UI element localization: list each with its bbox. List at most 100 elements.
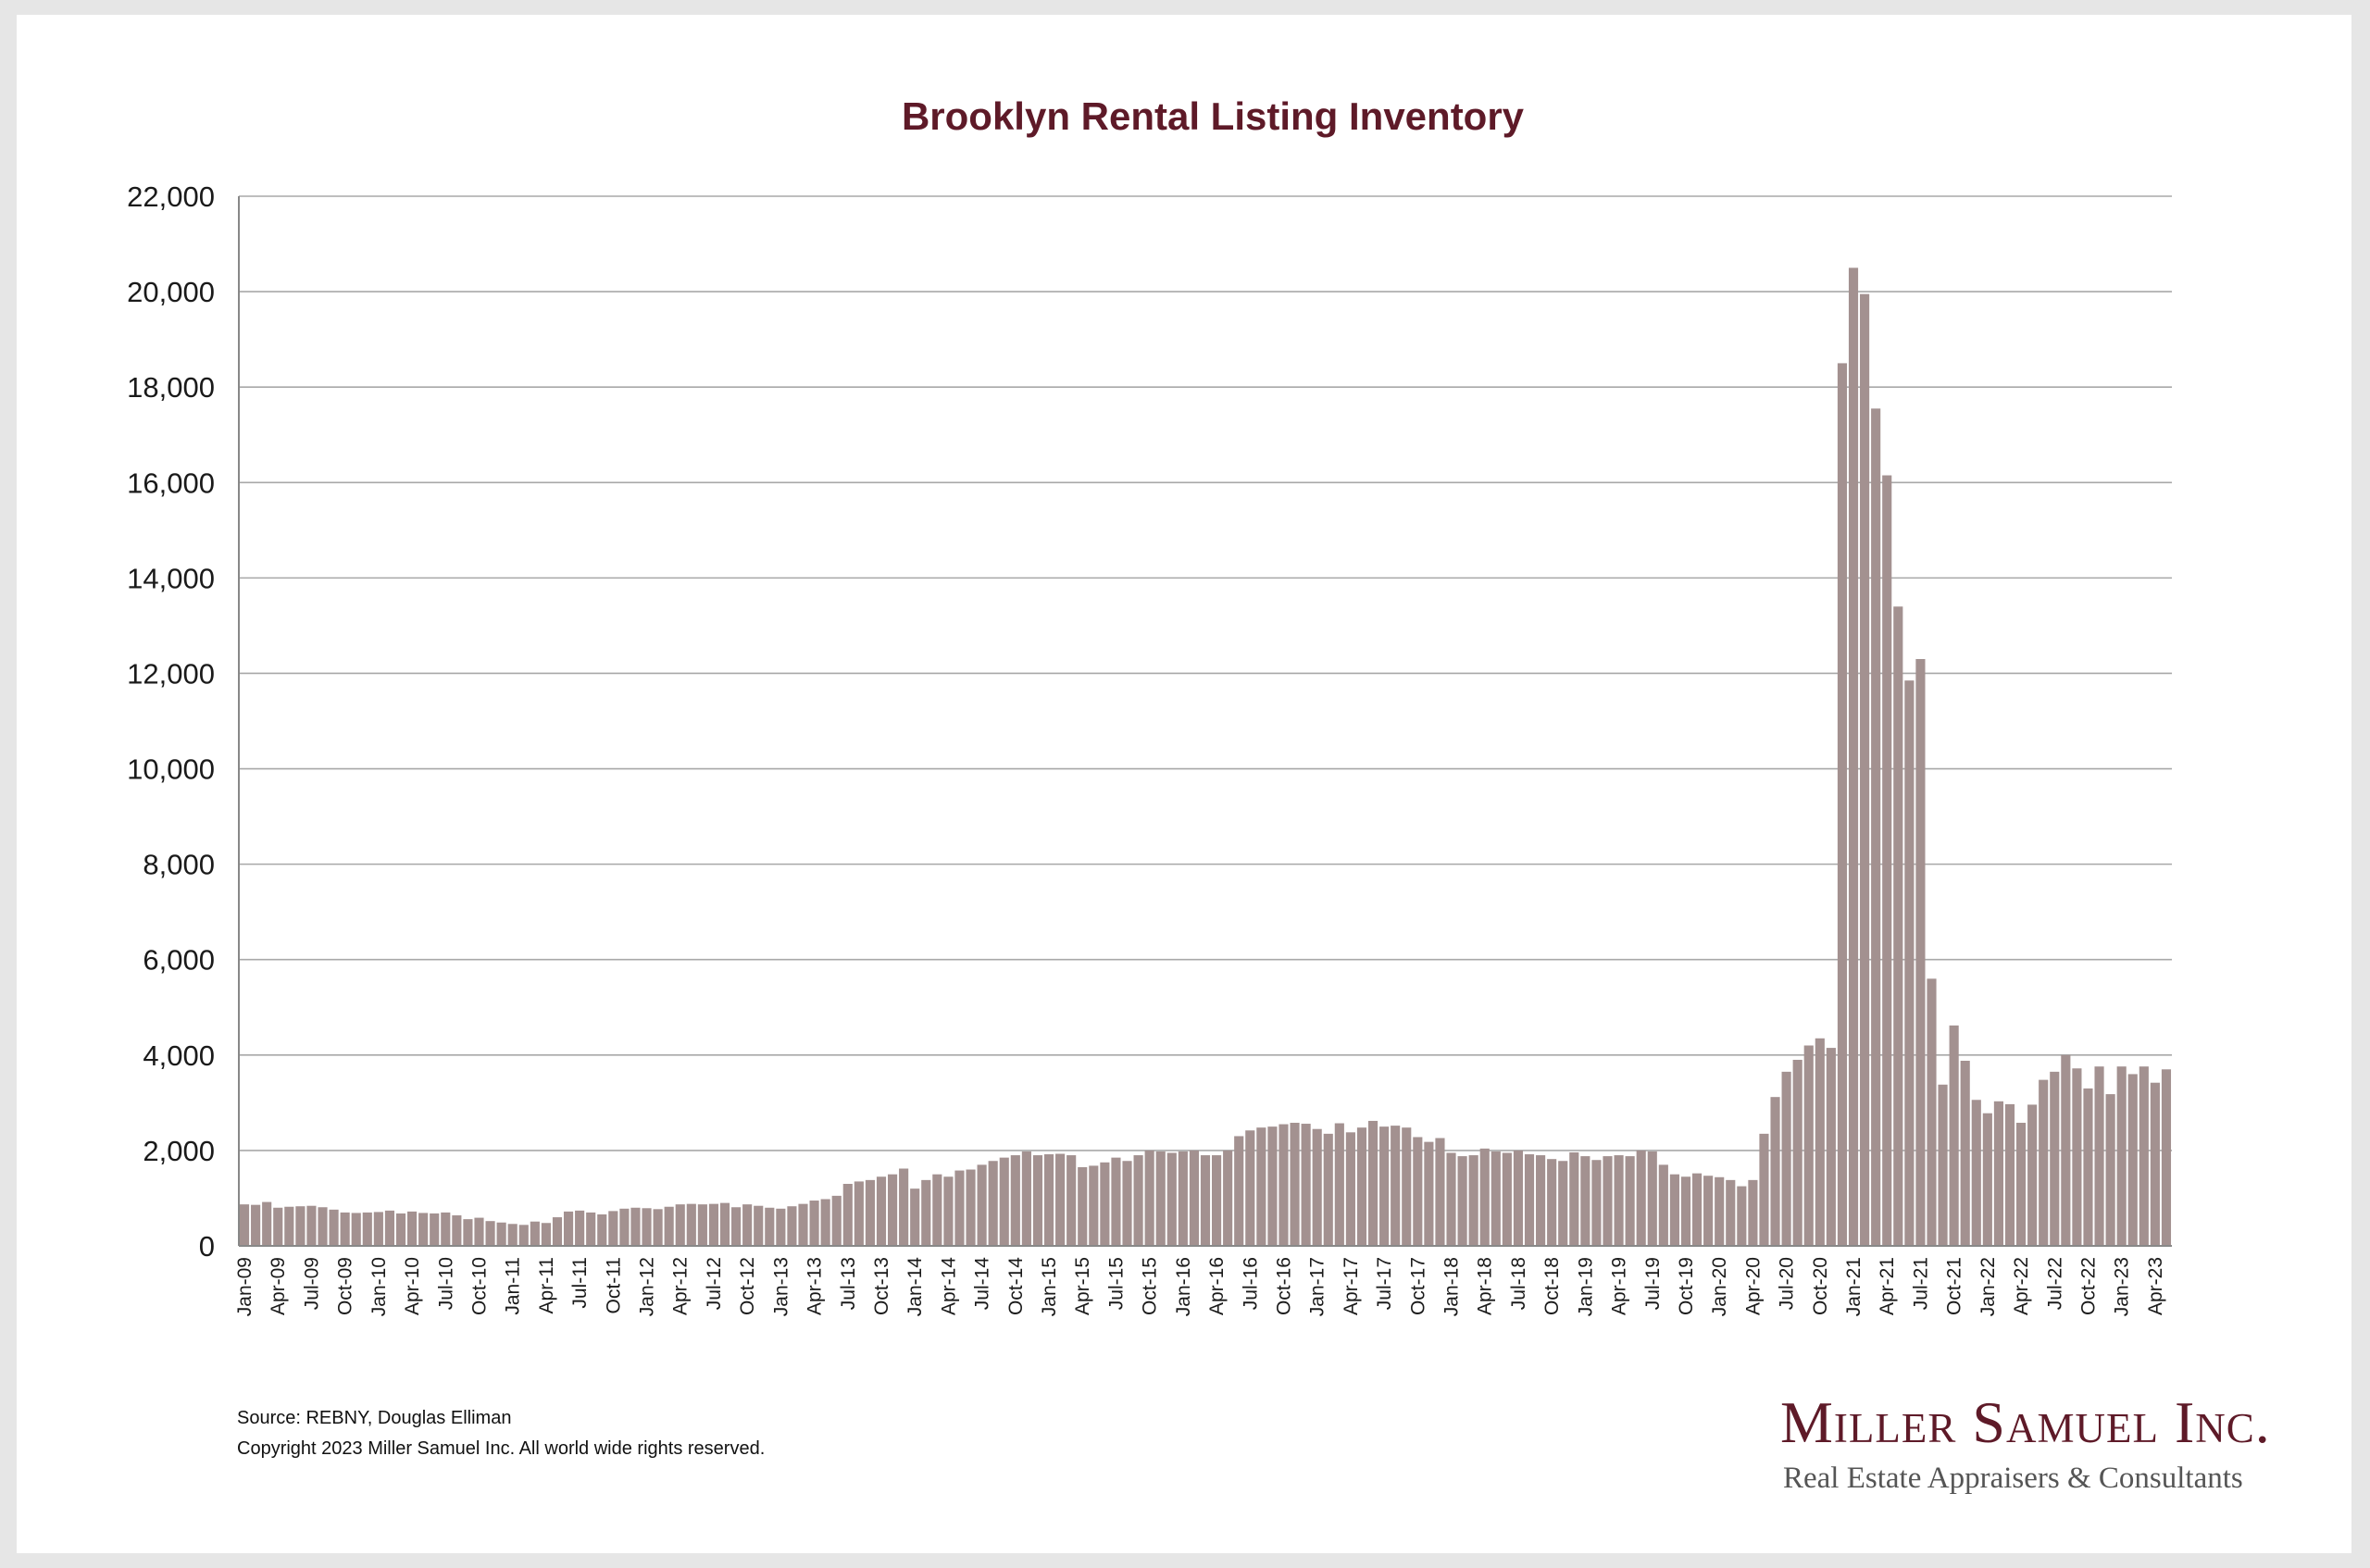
bar <box>653 1209 663 1246</box>
bar <box>1770 1097 1780 1246</box>
x-tick-label: Jul-12 <box>704 1257 725 1310</box>
bar <box>318 1207 328 1246</box>
x-tick-label: Jan-09 <box>234 1257 256 1316</box>
x-tick-label: Jan-10 <box>368 1257 390 1316</box>
y-tick-label: 2,000 <box>143 1135 215 1167</box>
bar <box>719 1202 730 1246</box>
x-tick-label: Jan-16 <box>1173 1257 1194 1316</box>
chart: Brooklyn Rental Listing Inventory 0 2,000… <box>127 94 2172 1316</box>
bar <box>1502 1152 1512 1246</box>
x-tick-label: Apr-15 <box>1072 1257 1093 1315</box>
x-tick-label: Apr-14 <box>938 1257 959 1315</box>
bar <box>463 1219 473 1246</box>
bar <box>1290 1123 1300 1246</box>
bar <box>809 1201 819 1246</box>
bar <box>1815 1038 1825 1246</box>
grid-lines <box>239 195 2172 1151</box>
x-tick-label: Jul-19 <box>1642 1257 1664 1310</box>
bar <box>865 1179 875 1246</box>
bar <box>1558 1161 1568 1246</box>
bar <box>1089 1165 1099 1246</box>
bar <box>1726 1179 1736 1246</box>
x-tick-label: Jul-20 <box>1777 1257 1798 1310</box>
bar <box>1647 1151 1657 1246</box>
bar <box>1256 1127 1266 1246</box>
bar <box>686 1203 696 1246</box>
bar <box>329 1209 339 1246</box>
bar <box>586 1212 596 1246</box>
bar <box>642 1208 652 1246</box>
bar <box>1658 1164 1668 1246</box>
x-tick-label: Jan-12 <box>637 1257 658 1316</box>
x-tick-label: Oct-19 <box>1676 1257 1697 1315</box>
bar <box>2061 1054 2071 1246</box>
bar <box>1960 1061 1970 1246</box>
bar <box>2083 1088 2093 1246</box>
bar <box>2050 1071 2060 1246</box>
bar <box>1334 1123 1344 1246</box>
bar <box>1636 1150 1646 1246</box>
bar <box>1021 1151 1031 1246</box>
x-tick-label: Apr-20 <box>1742 1257 1764 1315</box>
bar <box>507 1224 518 1246</box>
x-tick-label: Jan-18 <box>1441 1257 1463 1316</box>
bar <box>541 1223 551 1246</box>
bar <box>765 1207 775 1246</box>
copyright-note: Copyright 2023 Miller Samuel Inc. All wo… <box>237 1438 766 1459</box>
bar <box>251 1204 261 1246</box>
x-tick-label: Apr-11 <box>536 1257 557 1313</box>
bar <box>1915 658 1926 1246</box>
bar <box>395 1213 406 1246</box>
x-tick-label: Jul-17 <box>1374 1257 1395 1310</box>
bar <box>675 1204 685 1246</box>
bar <box>1904 680 1915 1246</box>
bar <box>842 1183 853 1246</box>
x-tick-label: Jan-17 <box>1307 1257 1328 1316</box>
bar <box>776 1208 786 1246</box>
bar <box>1893 606 1903 1246</box>
bar <box>1356 1127 1367 1246</box>
x-tick-label: Oct-14 <box>1005 1257 1027 1315</box>
x-tick-label: Apr-09 <box>268 1257 289 1315</box>
bar <box>1826 1048 1836 1246</box>
bar <box>977 1164 987 1246</box>
bar <box>474 1217 484 1246</box>
bar <box>1803 1045 1814 1246</box>
bar <box>831 1195 842 1246</box>
bar <box>742 1204 753 1246</box>
bar <box>418 1213 429 1246</box>
x-tick-label: Oct-22 <box>2077 1257 2099 1315</box>
bar <box>496 1222 506 1246</box>
bar <box>552 1217 563 1246</box>
bar <box>2094 1066 2104 1246</box>
bar <box>373 1212 383 1246</box>
bar <box>2039 1079 2049 1246</box>
bar <box>1055 1153 1066 1246</box>
bar <box>340 1212 350 1246</box>
x-tick-label: Apr-16 <box>1206 1257 1228 1315</box>
x-tick-label: Oct-10 <box>468 1257 490 1315</box>
x-tick-label: Apr-12 <box>670 1257 692 1315</box>
bar <box>362 1212 372 1246</box>
bar <box>1144 1150 1154 1246</box>
bar <box>954 1170 965 1246</box>
bar <box>1301 1124 1311 1246</box>
bar <box>1569 1151 1579 1246</box>
bar <box>1032 1155 1043 1246</box>
bar <box>1189 1150 1199 1246</box>
x-tick-label: Jan-19 <box>1575 1257 1596 1316</box>
bar <box>452 1215 462 1246</box>
bar <box>1703 1176 1714 1246</box>
y-tick-label: 14,000 <box>127 562 215 594</box>
bar <box>854 1181 864 1246</box>
bar <box>1402 1127 1412 1246</box>
bar <box>731 1207 742 1246</box>
bar <box>430 1213 440 1246</box>
bar <box>485 1221 495 1246</box>
bar <box>820 1199 830 1246</box>
bar <box>1860 293 1870 1246</box>
bar <box>1524 1154 1535 1246</box>
y-tick-label: 16,000 <box>127 467 215 499</box>
y-tick-label: 8,000 <box>143 849 215 881</box>
bar <box>988 1161 998 1246</box>
